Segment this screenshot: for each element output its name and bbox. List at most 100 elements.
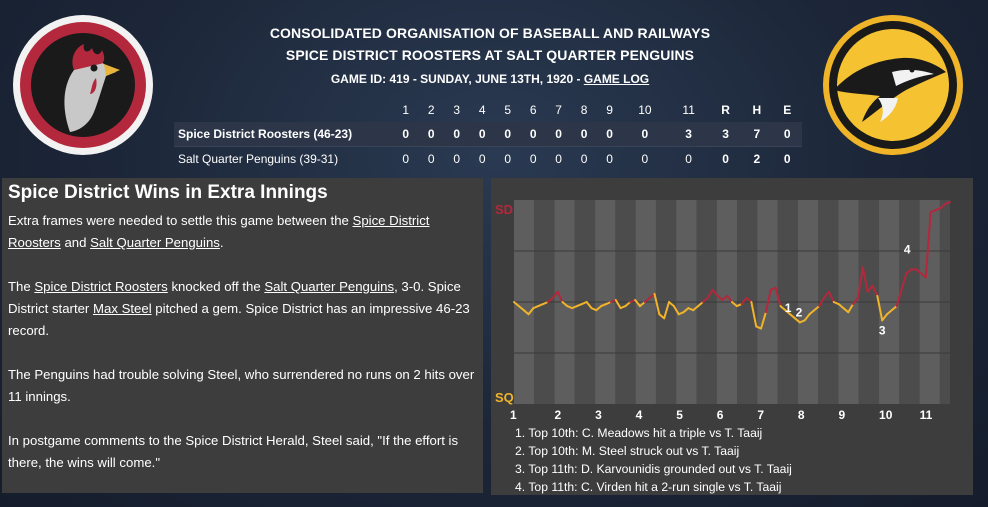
inning-score: 0 [478,152,486,166]
inning-score: 0 [606,127,613,141]
errors-total: 0 [783,152,791,166]
game-recap-panel: Spice District Wins in Extra Innings Ext… [2,178,483,493]
inning-header: 11 [682,103,695,117]
win-probability-segment [682,307,690,314]
roosters-logo [12,14,154,156]
inning-tick-label: 9 [838,408,845,422]
win-probability-segment [789,313,796,320]
hits-total: 2 [753,152,761,166]
inning-score: 0 [402,127,410,141]
inning-score: 0 [641,127,649,141]
win-probability-segment [697,301,704,308]
box-score-table: 1 2 3 4 5 6 7 8 9 10 11 R H E Spice Dist… [174,98,802,171]
team-link[interactable]: Salt Quarter Penguins [90,235,220,250]
inning-tick-label: 4 [636,408,643,422]
list-item: 4. Top 11th: C. Virden hit a 2-run singl… [515,480,782,494]
win-probability-segment [663,301,671,320]
win-probability-segment [726,294,733,303]
recap-text: knocked off the [167,279,265,294]
win-probability-segment [895,288,903,308]
box-score-header: 1 2 3 4 5 6 7 8 9 10 11 R H E [174,98,802,122]
team-name-link[interactable]: Spice District Roosters (46-23) [178,127,353,141]
win-probability-segment [861,266,869,293]
recap-text: Extra frames were needed to settle this … [8,213,353,228]
recap-headline: Spice District Wins in Extra Innings [8,182,328,203]
inning-header: 7 [555,103,562,117]
win-probability-segment [827,290,835,303]
team-column-header [174,98,393,122]
team-name-link[interactable]: Salt Quarter Penguins (39-31) [178,152,339,166]
matchup-title: SPICE DISTRICT ROOSTERS AT SALT QUARTER … [285,47,695,63]
recap-text: The [8,279,35,294]
inning-header: 8 [580,103,588,117]
win-probability-segment [706,288,714,299]
win-probability-segment [793,317,801,324]
event-marker: 2 [796,305,803,319]
inning-score: 0 [580,127,588,141]
win-probability-segment [701,296,709,303]
win-probability-segment [692,305,700,312]
win-probability-segment [527,307,535,316]
list-item: 2. Top 10th: M. Steel struck out vs T. T… [515,444,740,458]
penguins-logo [822,14,964,156]
inning-score: 0 [478,127,486,141]
inning-tick-label: 3 [595,408,602,422]
win-probability-segment [634,298,641,308]
win-probability-segment [866,284,874,293]
win-probability-segment [774,286,782,308]
win-probability-segment [614,298,622,310]
win-probability-segment [585,301,593,310]
player-link[interactable]: Max Steel [93,301,152,316]
win-probability-segment [595,305,603,312]
inning-score: 0 [555,127,562,141]
win-probability-segment [784,309,792,316]
inning-score: 0 [427,127,435,141]
inning-header: 1 [402,103,410,117]
hits-header: H [752,103,762,117]
errors-total: 0 [783,127,791,141]
win-probability-segment [711,288,719,297]
inning-tick-label: 7 [757,408,764,422]
inning-header: 2 [427,103,435,117]
game-id-line: GAME ID: 419 - SUNDAY, JUNE 13TH, 1920 -… [180,68,800,90]
recap-paragraph: In postgame comments to the Spice Distri… [8,433,459,470]
game-log-link[interactable]: GAME LOG [583,72,650,86]
runs-total: 0 [722,152,729,166]
win-probability-segment [731,301,738,308]
inning-header: 3 [453,103,461,117]
win-probability-segment [813,305,821,312]
win-probability-segment [847,303,855,314]
win-probability-segment [513,301,520,308]
win-probability-segment [890,305,898,312]
recap-text: . [219,235,224,250]
inning-score: 0 [641,152,649,166]
win-probability-segment [745,296,753,303]
event-marker: 4 [904,242,911,256]
win-probability-segment [643,296,651,303]
team-link[interactable]: Salt Quarter Penguins [264,279,395,294]
win-probability-segment [721,294,729,301]
inning-header: 9 [606,103,613,117]
win-probability-segment [522,309,530,316]
win-probability-segment [808,309,816,316]
game-id-text: GAME ID: 419 - SUNDAY, JUNE 13TH, 1920 - [330,72,584,86]
inning-header: 6 [529,103,537,117]
inning-tick-label: 2 [555,408,562,422]
inning-score: 0 [580,152,588,166]
inning-score: 0 [529,127,537,141]
team-link[interactable]: Spice District Roosters [34,279,168,294]
win-probability-segment [944,201,951,206]
inning-score: 0 [453,127,461,141]
inning-score: 0 [685,152,692,166]
key-plays-list: 1. Top 10th: C. Meadows hit a triple vs … [515,424,792,496]
event-marker: 1 [785,301,792,315]
inning-tick-label: 10 [879,408,893,422]
team-link[interactable]: Spice District Roosters [8,213,430,250]
win-probability-segment [517,305,525,312]
inning-tick-label: 6 [717,408,724,422]
inning-score: 0 [402,152,410,166]
recap-paragraph: The Spice District Roosters knocked off … [8,276,477,342]
list-item: 3. Top 11th: D. Karvounidis grounded out… [515,462,792,476]
event-marker: 3 [879,323,886,337]
